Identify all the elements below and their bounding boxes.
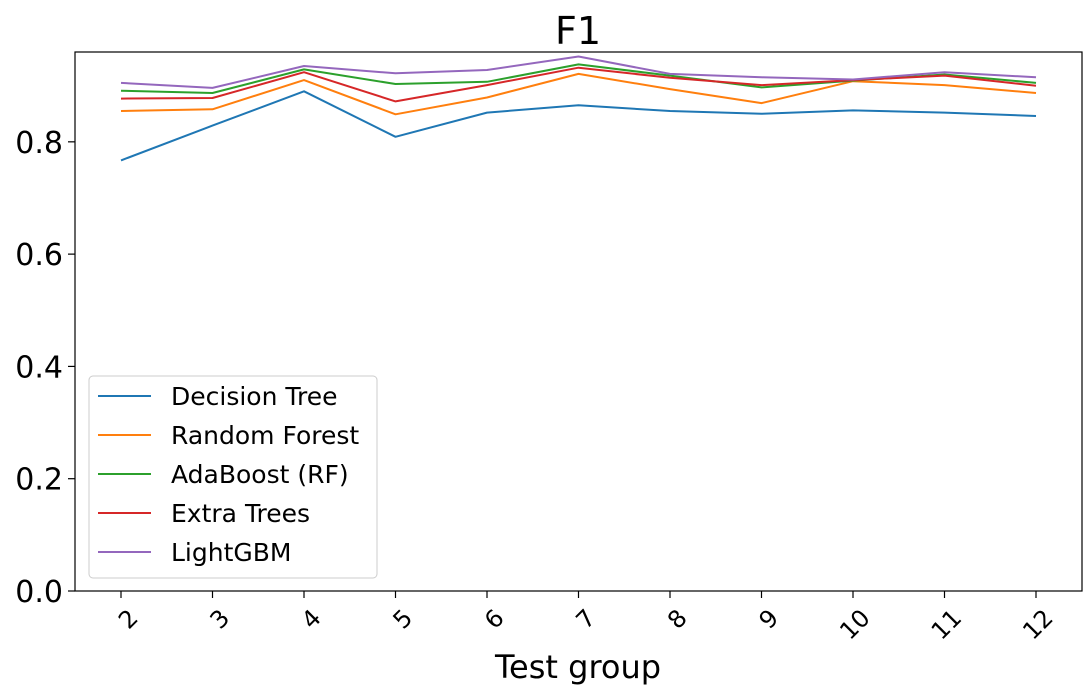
chart-title: F1 xyxy=(555,9,601,53)
y-tick-label: 0.4 xyxy=(15,350,63,385)
x-tick-label: 3 xyxy=(205,604,236,635)
plot-lines xyxy=(120,55,1037,162)
x-tick-label: 5 xyxy=(388,604,419,635)
series-line-1 xyxy=(120,72,1037,116)
legend-box xyxy=(88,375,378,579)
x-tick-label: 9 xyxy=(754,604,785,635)
x-tick-label: 6 xyxy=(479,604,510,635)
y-tick-label: 0.8 xyxy=(15,126,63,161)
x-axis: 2 3 4 5 6 7 8 9 10 11 12 xyxy=(113,591,1059,645)
x-tick-label: 4 xyxy=(296,604,327,635)
legend: Decision Tree Random Forest AdaBoost (RF) E… xyxy=(88,375,378,579)
legend-label: LightGBM xyxy=(171,538,291,567)
y-tick-label: 0.6 xyxy=(15,238,63,273)
series-line-0 xyxy=(120,90,1037,162)
legend-label: Decision Tree xyxy=(171,382,337,411)
x-tick-label: 8 xyxy=(662,604,693,635)
x-tick-label: 2 xyxy=(113,604,144,635)
x-tick-label: 7 xyxy=(571,604,602,635)
series-line-3 xyxy=(120,66,1037,103)
x-tick-label: 12 xyxy=(1017,604,1058,645)
legend-label: Extra Trees xyxy=(171,499,310,528)
x-tick-label: 11 xyxy=(926,604,967,645)
y-axis: 0.0 0.2 0.4 0.6 0.8 xyxy=(15,126,75,610)
legend-label: Random Forest xyxy=(171,421,359,450)
y-tick-label: 0.2 xyxy=(15,463,63,498)
y-tick-label: 0.0 xyxy=(15,575,63,610)
legend-label: AdaBoost (RF) xyxy=(171,460,349,489)
x-tick-label: 10 xyxy=(834,604,875,645)
x-axis-label: Test group xyxy=(494,648,661,686)
series-line-4 xyxy=(120,55,1037,89)
